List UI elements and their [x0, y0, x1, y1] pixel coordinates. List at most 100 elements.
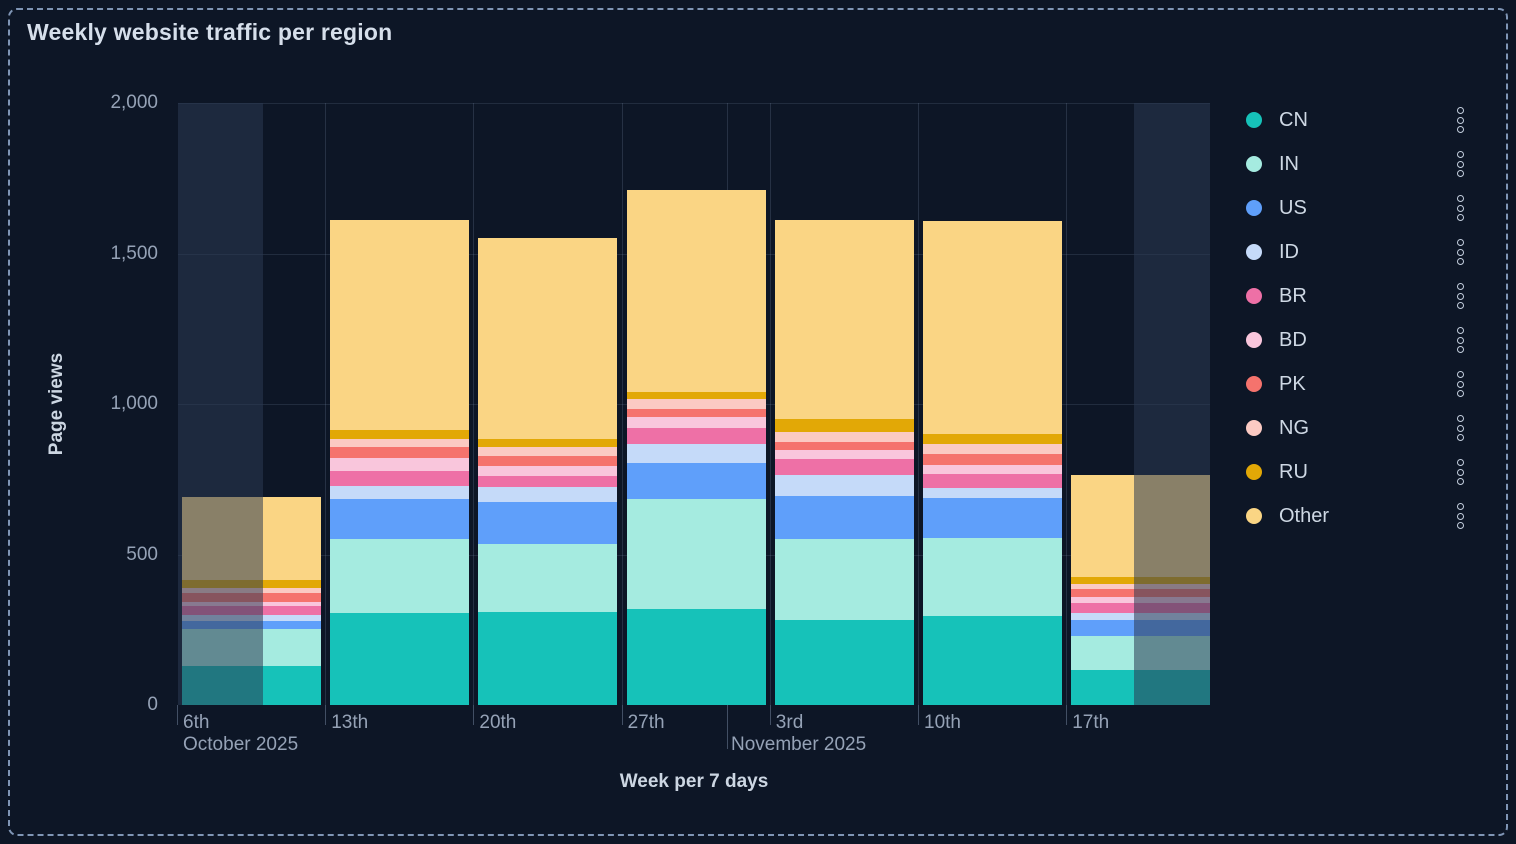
bar-segment-NG[interactable]: [330, 438, 470, 448]
bar-segment-CN[interactable]: [330, 613, 470, 705]
bar-segment-ID[interactable]: [330, 485, 470, 500]
bar-segment-CN[interactable]: [626, 608, 766, 705]
bar-segment-Other[interactable]: [774, 220, 914, 420]
kebab-menu-icon[interactable]: [1455, 323, 1466, 356]
bar-segment-RU[interactable]: [923, 434, 1062, 444]
kebab-dot: [1457, 248, 1464, 256]
bar-segment-BD[interactable]: [478, 466, 618, 477]
bar-segment-Other[interactable]: [1071, 474, 1210, 578]
bar-segment-RU[interactable]: [1071, 577, 1210, 585]
kebab-dot: [1457, 390, 1464, 398]
kebab-menu-icon[interactable]: [1455, 147, 1466, 180]
bar-segment-BR[interactable]: [626, 427, 766, 444]
bar-week-17th[interactable]: [1071, 103, 1210, 705]
bar-segment-BD[interactable]: [330, 457, 470, 471]
bar-segment-CN[interactable]: [182, 666, 321, 705]
bar-segment-ID[interactable]: [774, 475, 914, 497]
bar-segment-US[interactable]: [1071, 620, 1210, 637]
legend-item-RU[interactable]: RU: [1240, 450, 1472, 494]
legend-item-IN[interactable]: IN: [1240, 142, 1472, 186]
bar-segment-NG[interactable]: [774, 432, 914, 442]
bar-segment-US[interactable]: [923, 497, 1062, 538]
bar-segment-IN[interactable]: [478, 543, 618, 613]
bar-segment-CN[interactable]: [1071, 670, 1210, 705]
bar-segment-RU[interactable]: [330, 429, 470, 439]
bar-segment-Other[interactable]: [626, 189, 766, 393]
bar-segment-Other[interactable]: [182, 497, 321, 580]
legend-item-CN[interactable]: CN: [1240, 98, 1472, 142]
bar-segment-BD[interactable]: [626, 417, 766, 428]
gridline-vertical: [1066, 103, 1068, 705]
bar-segment-IN[interactable]: [774, 539, 914, 621]
kebab-menu-icon[interactable]: [1455, 499, 1466, 532]
bar-segment-US[interactable]: [774, 496, 914, 540]
bar-segment-RU[interactable]: [478, 438, 618, 447]
legend-item-BR[interactable]: BR: [1240, 274, 1472, 318]
legend-item-PK[interactable]: PK: [1240, 362, 1472, 406]
legend-item-ID[interactable]: ID: [1240, 230, 1472, 274]
bar-segment-CN[interactable]: [774, 620, 914, 705]
bar-segment-ID[interactable]: [626, 443, 766, 463]
bar-week-27th[interactable]: [626, 103, 766, 705]
legend-color-dot: [1246, 508, 1262, 524]
kebab-menu-icon[interactable]: [1455, 103, 1466, 136]
bar-week-6th[interactable]: [182, 103, 321, 705]
bar-segment-BR[interactable]: [182, 606, 321, 616]
bar-segment-PK[interactable]: [774, 441, 914, 451]
x-axis-tick: [325, 705, 327, 725]
bar-segment-Other[interactable]: [478, 237, 618, 439]
bar-segment-CN[interactable]: [923, 616, 1062, 705]
kebab-menu-icon[interactable]: [1455, 367, 1466, 400]
bar-week-10th[interactable]: [923, 103, 1062, 705]
bar-segment-ID[interactable]: [1071, 612, 1210, 621]
kebab-menu-icon[interactable]: [1455, 191, 1466, 224]
bar-segment-RU[interactable]: [626, 392, 766, 399]
bar-segment-IN[interactable]: [182, 628, 321, 667]
bar-segment-PK[interactable]: [1071, 588, 1210, 597]
kebab-menu-icon[interactable]: [1455, 279, 1466, 312]
bar-segment-PK[interactable]: [626, 408, 766, 418]
bar-segment-BD[interactable]: [923, 464, 1062, 474]
bar-segment-BD[interactable]: [774, 450, 914, 459]
kebab-menu-icon[interactable]: [1455, 455, 1466, 488]
bar-segment-RU[interactable]: [774, 419, 914, 433]
bar-segment-PK[interactable]: [182, 593, 321, 603]
kebab-menu-icon[interactable]: [1455, 235, 1466, 268]
bar-segment-Other[interactable]: [330, 220, 470, 430]
legend-item-BD[interactable]: BD: [1240, 318, 1472, 362]
bar-segment-IN[interactable]: [1071, 636, 1210, 671]
bar-segment-IN[interactable]: [626, 498, 766, 609]
bar-segment-ID[interactable]: [478, 487, 618, 503]
bar-segment-BR[interactable]: [478, 476, 618, 488]
chart-title: Weekly website traffic per region: [27, 19, 393, 45]
bar-segment-ID[interactable]: [923, 488, 1062, 498]
kebab-menu-icon[interactable]: [1455, 411, 1466, 444]
bar-segment-PK[interactable]: [330, 447, 470, 458]
bar-segment-CN[interactable]: [478, 612, 618, 705]
bar-segment-BR[interactable]: [1071, 602, 1210, 613]
x-axis-tick: [918, 705, 919, 725]
bar-segment-BR[interactable]: [923, 473, 1062, 489]
bar-segment-NG[interactable]: [478, 446, 618, 457]
bar-segment-RU[interactable]: [182, 579, 321, 588]
legend-item-NG[interactable]: NG: [1240, 406, 1472, 450]
bar-segment-PK[interactable]: [923, 453, 1062, 465]
bar-segment-PK[interactable]: [478, 456, 618, 467]
bar-segment-IN[interactable]: [330, 539, 470, 614]
bar-segment-NG[interactable]: [626, 398, 766, 409]
bar-segment-NG[interactable]: [923, 443, 1062, 454]
bar-week-3rd[interactable]: [774, 103, 914, 705]
bar-week-13th[interactable]: [330, 103, 470, 705]
legend-item-US[interactable]: US: [1240, 186, 1472, 230]
legend-item-Other[interactable]: Other: [1240, 494, 1472, 538]
bar-segment-BR[interactable]: [330, 470, 470, 486]
bar-segment-US[interactable]: [478, 502, 618, 544]
bar-segment-Other[interactable]: [923, 220, 1062, 435]
bar-segment-US[interactable]: [330, 499, 470, 540]
bar-segment-US[interactable]: [626, 462, 766, 499]
bar-week-20th[interactable]: [478, 103, 618, 705]
bar-segment-US[interactable]: [182, 621, 321, 629]
legend-label: US: [1279, 196, 1307, 219]
bar-segment-BR[interactable]: [774, 458, 914, 476]
bar-segment-IN[interactable]: [923, 537, 1062, 617]
